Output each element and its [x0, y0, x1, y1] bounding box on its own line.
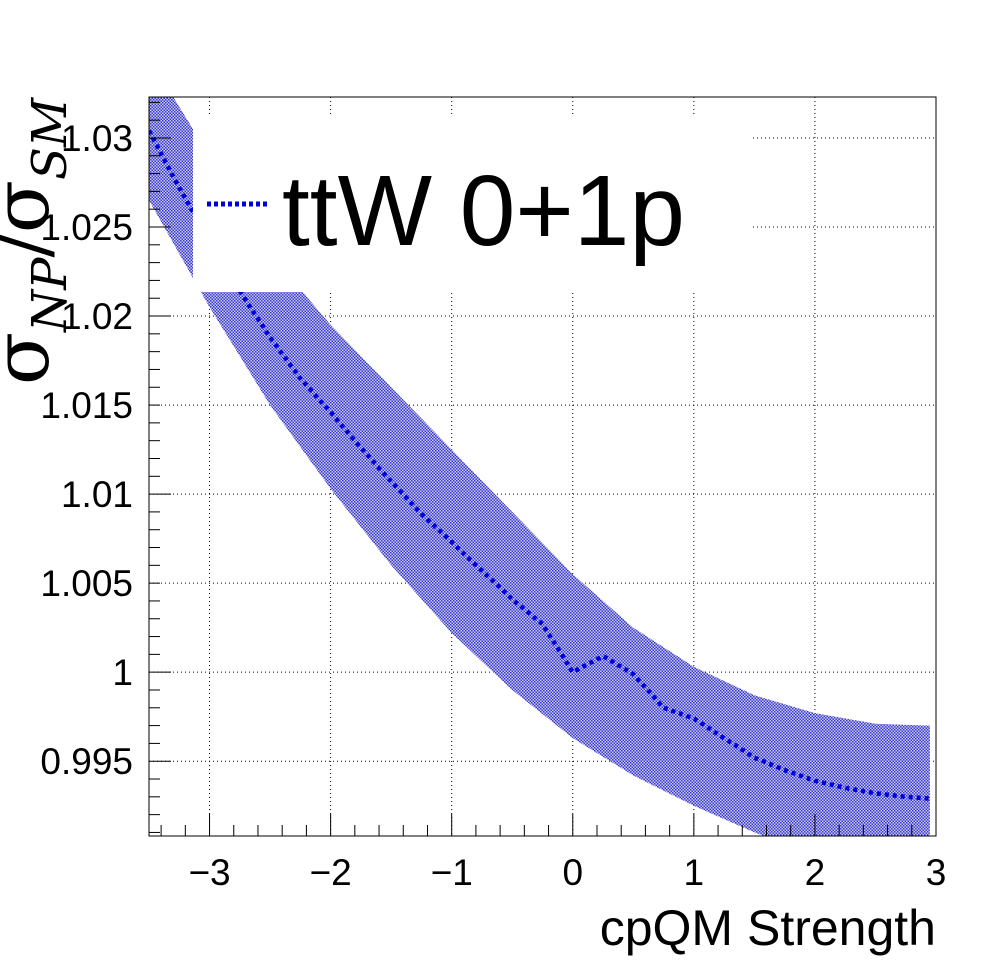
y-tick-label-3: 1.01: [61, 474, 133, 515]
plot-frame: [148, 96, 937, 837]
svg-text:σNP/σSM: σNP/σSM: [0, 96, 78, 385]
legend-label: ttW 0+1p: [282, 155, 685, 267]
y-tick-label-2: 1.005: [40, 563, 133, 604]
y-axis-title: σNP/σSM: [0, 96, 78, 385]
x-tick-labels: −3 −2 −1 0 1 2 3: [188, 852, 946, 893]
x-axis-title: cpQM Strength: [600, 900, 936, 956]
y-tick-labels: 0.995 1 1.005 1.01 1.015 1.02 1.025 1.03: [40, 118, 133, 782]
y-axis-sigma-den: σ: [0, 180, 67, 233]
y-tick-label-0: 0.995: [40, 741, 133, 782]
x-tick-label-5: 2: [805, 852, 826, 893]
series-line-layer: [149, 129, 931, 801]
x-tick-label-0: −3: [188, 852, 230, 893]
axis-ticks: [149, 101, 937, 836]
x-tick-label-3: 0: [562, 852, 583, 893]
y-axis-sigma-num: σ: [0, 332, 67, 385]
uncertainty-band: [149, 97, 930, 836]
x-tick-label-6: 3: [926, 852, 947, 893]
y-axis-sub-np: NP: [22, 257, 78, 333]
y-tick-label-1: 1: [112, 652, 133, 693]
legend: ttW 0+1p: [193, 115, 750, 292]
legend-box: [193, 115, 750, 292]
y-tick-label-5: 1.02: [61, 296, 133, 337]
x-tick-label-2: −1: [431, 852, 473, 893]
x-tick-label-1: −2: [310, 852, 352, 893]
y-tick-label-4: 1.015: [40, 385, 133, 426]
y-tick-label-7: 1.03: [61, 118, 133, 159]
x-tick-label-4: 1: [684, 852, 705, 893]
y-tick-label-6: 1.025: [40, 207, 133, 248]
uncertainty-band-layer: [149, 97, 930, 836]
series-line: [149, 129, 931, 801]
y-axis-slash: /: [0, 233, 65, 258]
y-axis-sub-sm: SM: [22, 96, 78, 180]
